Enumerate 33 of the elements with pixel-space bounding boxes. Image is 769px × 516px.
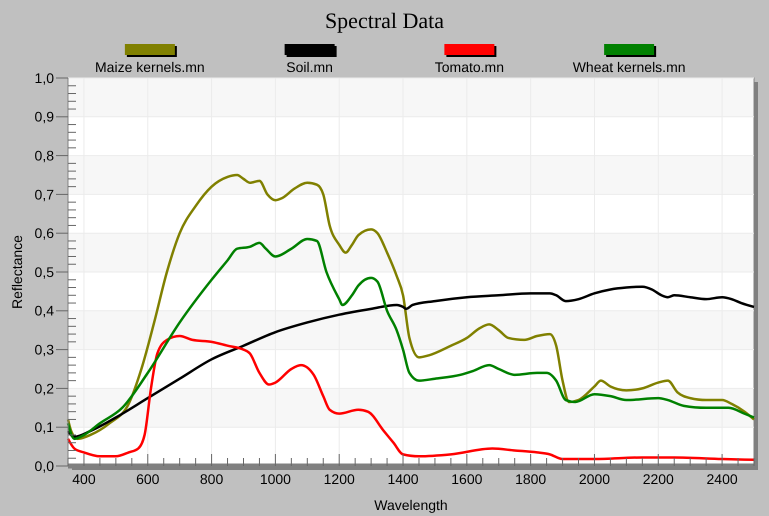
y-tick-label: 0,2 — [34, 380, 54, 396]
x-tick-label: 800 — [200, 471, 224, 487]
legend-label: Wheat kernels.mn — [572, 59, 686, 75]
y-tick-label: 0,0 — [34, 458, 54, 474]
y-tick-label: 0,8 — [34, 148, 54, 164]
legend-label: Maize kernels.mn — [95, 59, 205, 75]
y-axis-title: Reflectance — [9, 234, 25, 309]
x-tick-label: 1000 — [260, 471, 292, 487]
x-tick-label: 2200 — [642, 471, 674, 487]
line-series — [66, 174, 756, 440]
line-series — [66, 334, 756, 462]
legend-label: Tomato.mn — [434, 59, 504, 75]
y-tick-label: 0,3 — [34, 342, 54, 358]
y-tick-label: 1,0 — [34, 70, 54, 86]
y-tick-label: 0,4 — [34, 302, 54, 319]
line-series — [66, 285, 756, 438]
line-series — [66, 238, 756, 440]
y-tick-label: 0,7 — [34, 186, 54, 202]
x-tick-label: 2000 — [578, 471, 610, 487]
y-tick-label: 0,5 — [34, 264, 54, 280]
x-tick-label: 400 — [72, 471, 96, 487]
x-tick-label: 1800 — [515, 471, 546, 487]
x-tick-label: 600 — [136, 471, 160, 487]
legend-label: Soil.mn — [286, 59, 333, 75]
chart-title: Spectral Data — [324, 8, 444, 33]
x-tick-label: 2400 — [706, 471, 738, 487]
x-tick-label: 1600 — [451, 471, 483, 487]
y-tick-label: 0,9 — [34, 108, 54, 125]
y-tick-label: 0,1 — [34, 419, 54, 436]
x-tick-label: 1200 — [324, 471, 355, 487]
x-axis-title: Wavelength — [374, 497, 448, 513]
x-tick-label: 1400 — [387, 471, 419, 487]
y-tick-label: 0,6 — [34, 225, 54, 242]
